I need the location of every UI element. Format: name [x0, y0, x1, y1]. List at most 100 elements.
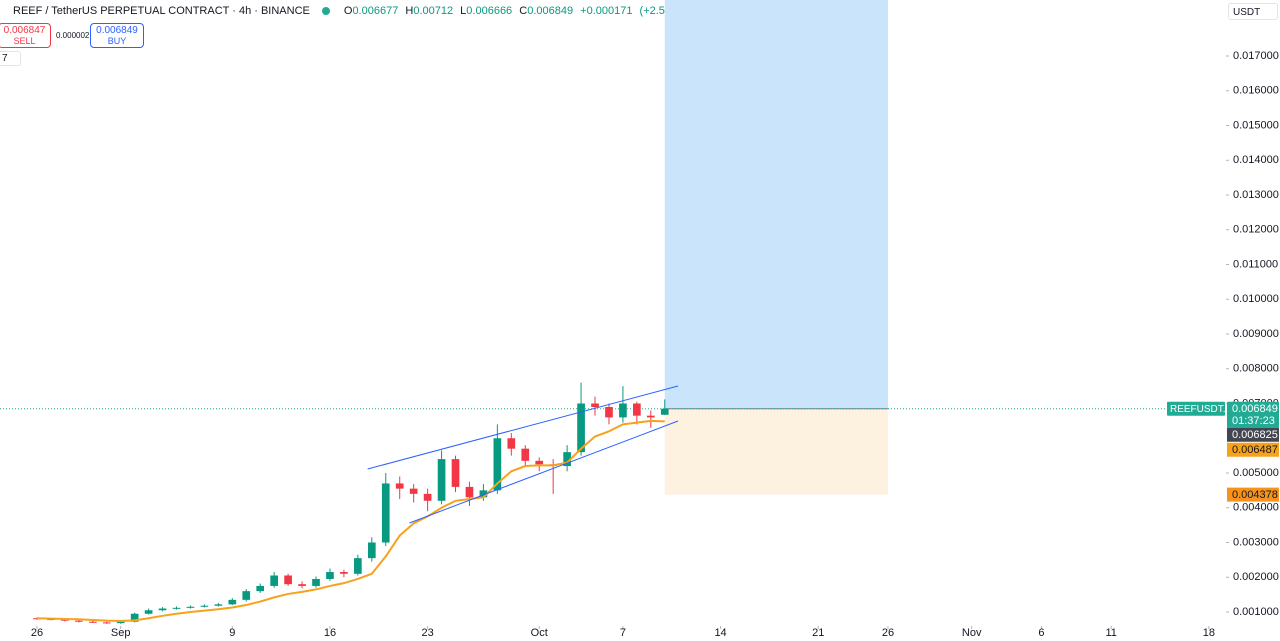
ohlc-value: 0.00712	[413, 5, 454, 17]
change: +0.000171	[580, 5, 633, 17]
x-tick-label: 18	[1203, 627, 1215, 639]
indicator-toggle[interactable]: 7	[0, 51, 21, 66]
sell-label: SELL	[13, 36, 36, 46]
candle-body	[423, 493, 432, 501]
y-tick-label: 0.016000	[1233, 85, 1279, 97]
countdown-label: 01:37:23	[1232, 415, 1275, 427]
ema-label: 0.006487	[1232, 444, 1278, 456]
candle-body	[144, 610, 153, 614]
candle-body	[507, 438, 516, 449]
x-tick-label: 21	[812, 627, 824, 639]
buy-button[interactable]: 0.006849 BUY	[90, 23, 144, 48]
candle-body	[284, 575, 292, 585]
y-tick-label: 0.011000	[1233, 258, 1278, 270]
ohlc-value: 0.006666	[466, 5, 513, 17]
candle-body	[256, 585, 265, 592]
stop-label-bg	[1227, 487, 1279, 502]
y-tick-label: 0.017000	[1233, 50, 1279, 62]
x-tick-label: Sep	[111, 627, 131, 639]
candle-body	[465, 486, 474, 498]
candle-body	[200, 605, 209, 607]
x-tick-label: 6	[1038, 627, 1044, 639]
currency-selector[interactable]: USDT	[1228, 3, 1278, 20]
trendline	[367, 385, 679, 470]
candle-body	[646, 415, 655, 418]
candle-body	[75, 620, 83, 622]
position-loss-zone	[664, 408, 888, 495]
candle-body	[577, 403, 585, 453]
candle-body	[451, 459, 460, 487]
candle-body	[88, 621, 97, 623]
candle-body	[270, 575, 278, 586]
candle-body	[633, 403, 641, 416]
y-tick-label: 0.005000	[1233, 467, 1279, 479]
last-price-bg	[1227, 401, 1279, 428]
buy-label: BUY	[107, 36, 127, 46]
bid-label: 0.006825	[1232, 429, 1278, 441]
symbol-label-bg	[1167, 401, 1225, 416]
position-profit-zone	[664, 0, 888, 409]
buy-price: 0.006849	[96, 25, 138, 36]
candle-body	[381, 483, 390, 543]
spread: 0.000002	[56, 31, 90, 40]
ema-line	[36, 419, 665, 623]
candle-body	[228, 599, 237, 605]
y-tick-label: 0.010000	[1233, 293, 1279, 305]
candle-body	[312, 578, 320, 586]
candle-body	[367, 542, 376, 559]
status-dot	[321, 7, 330, 15]
symbol-label: REEFUSDT.P	[1170, 404, 1233, 415]
x-tick-label: Oct	[531, 627, 548, 639]
candle-body	[130, 613, 139, 622]
y-tick-label: 0.015000	[1233, 119, 1279, 131]
candle-body	[158, 608, 167, 611]
candle-body	[298, 584, 306, 586]
y-tick-label: 0.003000	[1233, 536, 1279, 548]
x-tick-label: 11	[1105, 627, 1116, 639]
y-tick-label: 0.001000	[1233, 606, 1279, 618]
candle-body	[479, 490, 488, 498]
x-tick-label: 23	[421, 627, 433, 639]
candle-body	[591, 403, 599, 407]
sell-button[interactable]: 0.006847 SELL	[0, 23, 51, 48]
candle-body	[619, 403, 627, 418]
candle-body	[660, 408, 669, 415]
candle-body	[186, 606, 195, 608]
candle-body	[563, 452, 571, 467]
candle-body	[326, 572, 334, 579]
ema-label-bg	[1227, 442, 1279, 457]
candle-body	[605, 406, 613, 418]
candle-body	[61, 619, 69, 621]
candle-body	[116, 621, 125, 624]
sell-price: 0.006847	[3, 25, 46, 36]
candle-body	[354, 558, 362, 574]
candle-body	[493, 438, 502, 491]
x-tick-label: 14	[714, 627, 726, 639]
candle-body	[521, 448, 530, 461]
y-tick-label: 0.008000	[1233, 363, 1279, 375]
candle-body	[102, 622, 111, 624]
candle-body	[340, 572, 348, 574]
x-tick-label: Nov	[962, 627, 982, 639]
y-tick-label: 0.004000	[1233, 502, 1279, 514]
candle-body	[395, 483, 404, 489]
last-price-label: 0.006849	[1232, 403, 1278, 415]
ohlc-key: L	[460, 5, 467, 17]
y-tick-label: 0.013000	[1233, 189, 1279, 201]
candle-body	[535, 460, 544, 465]
bid-label-bg	[1227, 427, 1279, 442]
x-tick-label: 16	[324, 627, 336, 639]
trendline	[409, 420, 679, 524]
ohlc-value: 0.006677	[352, 5, 399, 17]
ohlc-key: H	[405, 5, 414, 17]
y-tick-label: 0.012000	[1233, 224, 1279, 236]
x-tick-label: 7	[620, 627, 626, 639]
candle-body	[214, 604, 223, 606]
y-tick-label: 0.009000	[1233, 328, 1279, 340]
candle-body	[242, 591, 251, 600]
stop-label: 0.004378	[1232, 489, 1278, 501]
ohlc-key: O	[343, 5, 353, 17]
x-tick-label: 26	[31, 627, 43, 639]
